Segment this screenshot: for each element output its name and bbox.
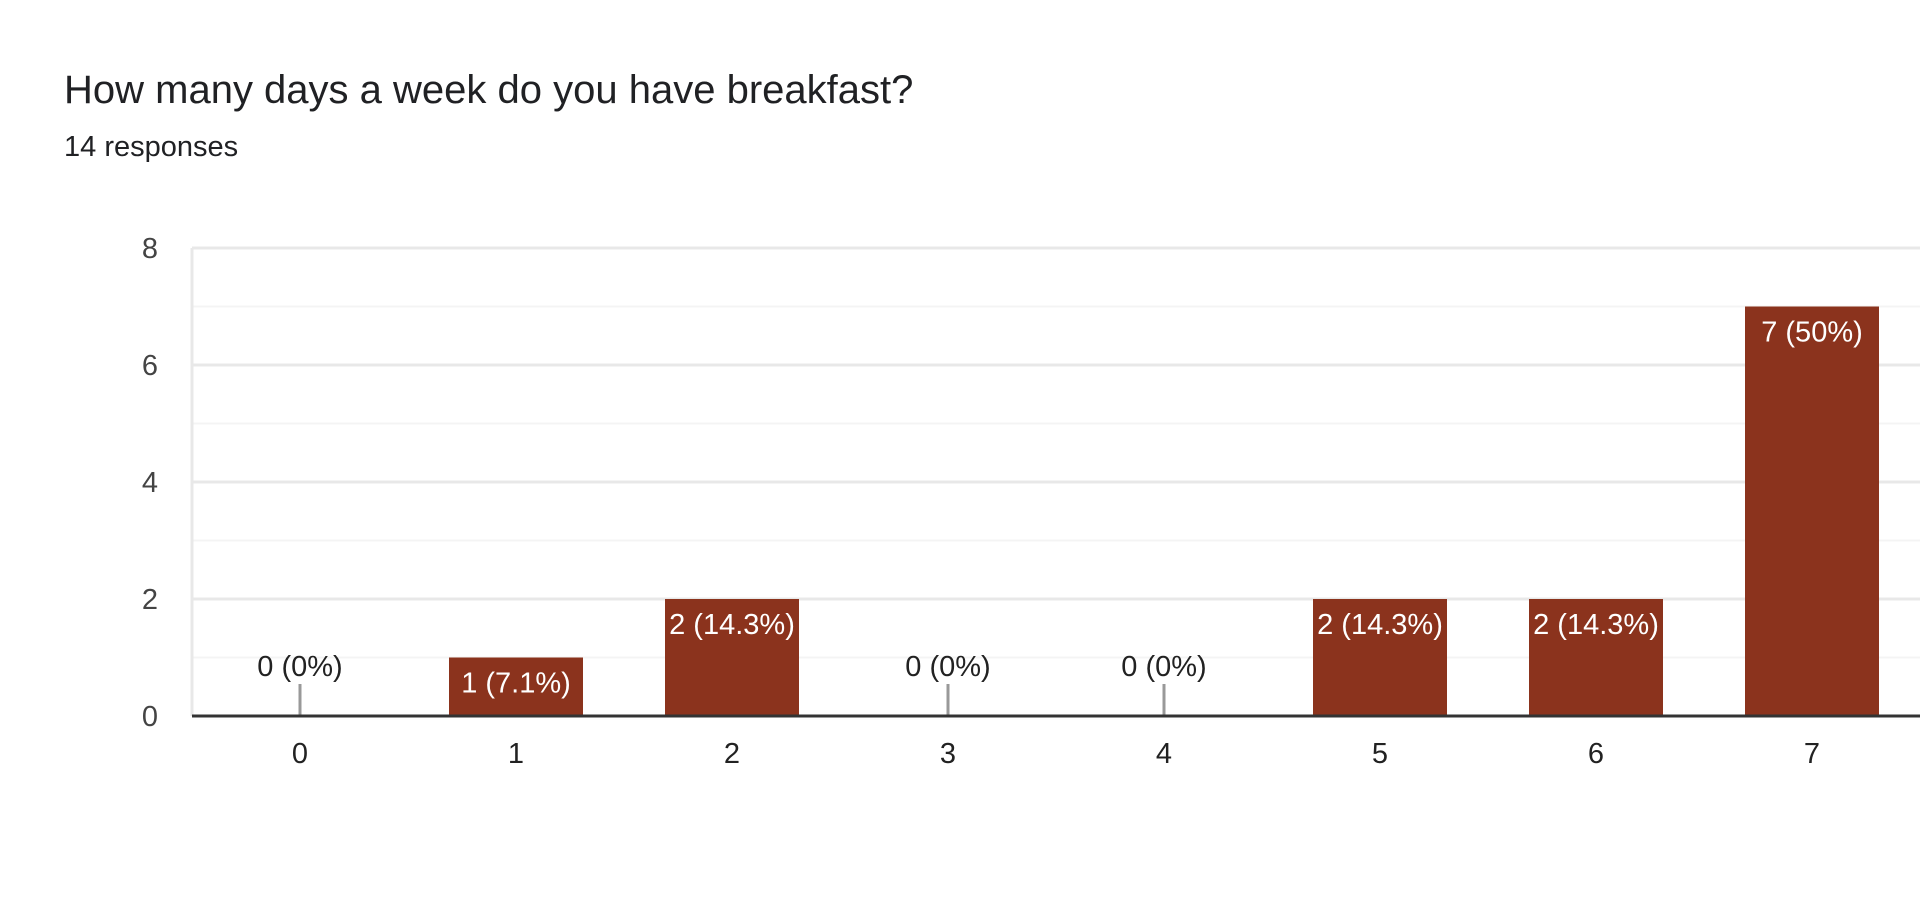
y-tick-label: 8	[142, 233, 158, 265]
x-tick-label: 7	[1804, 738, 1820, 770]
x-tick-label: 6	[1588, 738, 1604, 770]
data-label: 1 (7.1%)	[461, 668, 571, 700]
svg-text:2 (14.3%): 2 (14.3%)	[669, 609, 795, 641]
x-tick-label: 0	[292, 738, 308, 770]
svg-text:0 (0%): 0 (0%)	[257, 651, 342, 683]
data-label: 2 (14.3%)	[1317, 609, 1443, 641]
x-tick-label: 4	[1156, 738, 1172, 770]
data-label: 0 (0%)	[1121, 651, 1206, 683]
svg-text:2 (14.3%): 2 (14.3%)	[1317, 609, 1443, 641]
bar[interactable]	[1313, 599, 1447, 716]
bar[interactable]	[1529, 599, 1663, 716]
bar[interactable]	[665, 599, 799, 716]
data-label: 2 (14.3%)	[669, 609, 795, 641]
response-count: 14 responses	[64, 131, 239, 163]
data-label: 7 (50%)	[1761, 317, 1863, 349]
bars	[298, 306, 1879, 717]
svg-text:1 (7.1%): 1 (7.1%)	[461, 668, 571, 700]
svg-text:0 (0%): 0 (0%)	[905, 651, 990, 683]
svg-text:2 (14.3%): 2 (14.3%)	[1533, 609, 1659, 641]
svg-text:7 (50%): 7 (50%)	[1761, 317, 1863, 349]
y-tick-label: 6	[142, 350, 158, 382]
x-axis-ticks: 0 1 2 3 4 5 6 7	[292, 738, 1820, 770]
x-tick-label: 1	[508, 738, 524, 770]
data-labels: 0 (0%) 1 (7.1%) 2 (14.3%) 0 (0%) 0 (0%) 2 (14…	[257, 317, 1862, 700]
x-tick-label: 3	[940, 738, 956, 770]
x-tick-label: 5	[1372, 738, 1388, 770]
data-label: 0 (0%)	[905, 651, 990, 683]
y-tick-label: 0	[142, 701, 158, 733]
y-tick-label: 4	[142, 467, 158, 499]
bar[interactable]	[449, 657, 583, 717]
bar[interactable]	[1745, 306, 1879, 717]
grid-lines	[190, 246, 1920, 716]
data-label: 2 (14.3%)	[1533, 609, 1659, 641]
data-label: 0 (0%)	[257, 651, 342, 683]
y-tick-label: 2	[142, 584, 158, 616]
y-axis-ticks: 0 2 4 6 8	[142, 233, 158, 733]
svg-text:0 (0%): 0 (0%)	[1121, 651, 1206, 683]
chart-title: How many days a week do you have breakfa…	[64, 68, 914, 112]
x-tick-label: 2	[724, 738, 740, 770]
